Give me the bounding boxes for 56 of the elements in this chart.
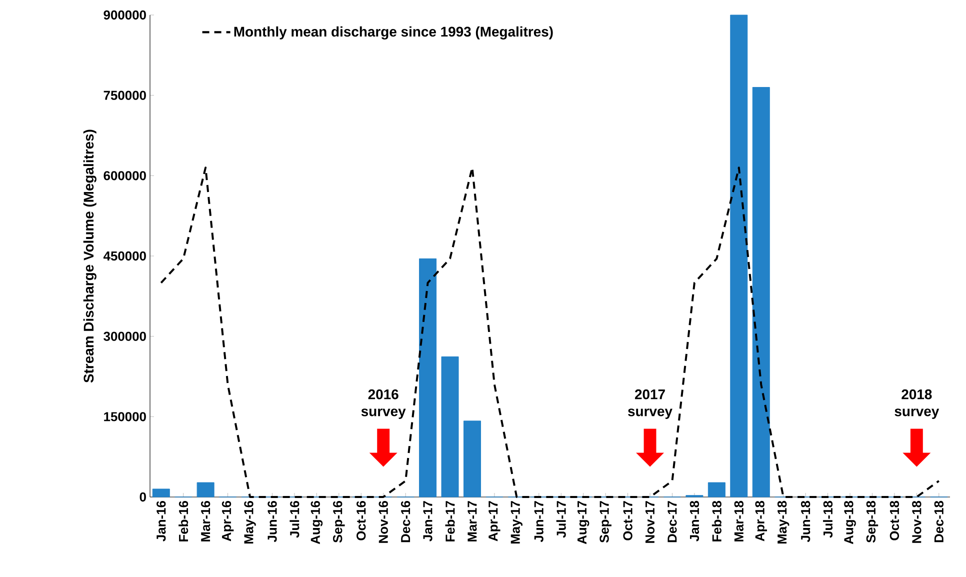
x-tick-label: May-17	[510, 501, 522, 544]
x-tick-label: Apr-17	[488, 501, 500, 542]
x-tick-label: Jul-18	[823, 500, 833, 538]
y-tick-label: 150000	[104, 412, 146, 422]
bar	[708, 482, 726, 498]
x-tick-label: Oct-18	[890, 500, 900, 540]
x-tick-label: Sep-16	[333, 500, 345, 543]
x-tick-label: Oct-17	[623, 501, 632, 540]
x-tick-label: Jun-18	[800, 500, 810, 542]
x-tick-label: May-16	[244, 500, 256, 544]
bar	[730, 14, 748, 498]
x-tick-label: Jan-18	[690, 500, 700, 542]
x-tick-label: Mar-18	[734, 500, 744, 542]
x-tick-label: Feb-16	[178, 500, 188, 542]
x-tick-label: Apr-18	[755, 500, 767, 542]
bar	[152, 488, 170, 498]
x-tick-label: Jul-17	[556, 501, 566, 538]
bar	[463, 420, 481, 498]
y-tick-label: 750000	[104, 90, 146, 100]
y-axis-title: Stream Discharge Volume (Megalitres)	[83, 130, 96, 383]
x-tick-label: Aug-16	[310, 500, 323, 544]
x-tick-label: Dec-18	[934, 500, 944, 542]
x-tick-label: Nov-18	[912, 500, 922, 543]
x-tick-label: Jul-16	[290, 500, 300, 538]
x-tick-label: Mar-17	[468, 501, 477, 542]
annotation: 2016 survey	[361, 389, 406, 419]
x-tick-label: Apr-16	[222, 500, 234, 542]
x-tick-label: Mar-16	[200, 500, 210, 542]
y-tick-label: 450000	[103, 251, 146, 261]
x-tick-label: Dec-17	[668, 501, 677, 542]
legend-label: Monthly mean discharge since 1993 (Megalitres)	[234, 26, 553, 40]
x-tick-label: Jun-16	[268, 500, 277, 542]
bar	[752, 87, 770, 498]
x-tick-label: Oct-16	[356, 500, 366, 540]
x-tick-label: Aug-18	[844, 500, 856, 544]
x-tick-label: Nov-17	[645, 501, 655, 543]
x-tick-label: Sep-17	[600, 501, 612, 543]
x-tick-label: Aug-17	[578, 501, 590, 544]
y-tick-label: 300000	[104, 332, 146, 341]
x-tick-label: Nov-16	[378, 500, 388, 543]
annotation: 2017 survey	[628, 389, 672, 419]
x-tick-label: Jun-17	[534, 501, 544, 542]
x-tick-label: Feb-17	[445, 501, 455, 542]
y-tick-label: 0	[140, 492, 146, 502]
x-tick-label: Sep-18	[866, 500, 878, 543]
y-tick-label: 900000	[104, 10, 146, 20]
x-tick-label: Feb-18	[712, 500, 722, 542]
x-tick-label: May-18	[777, 500, 790, 544]
bar	[196, 482, 214, 498]
x-tick-label: Jan-17	[423, 501, 432, 542]
x-tick-label: Jan-16	[156, 500, 166, 542]
bar	[441, 356, 459, 498]
y-tick-label: 600000	[104, 171, 146, 180]
bar	[419, 258, 437, 498]
x-tick-label: Dec-16	[400, 500, 410, 542]
annotation: 2018 survey	[894, 389, 940, 419]
